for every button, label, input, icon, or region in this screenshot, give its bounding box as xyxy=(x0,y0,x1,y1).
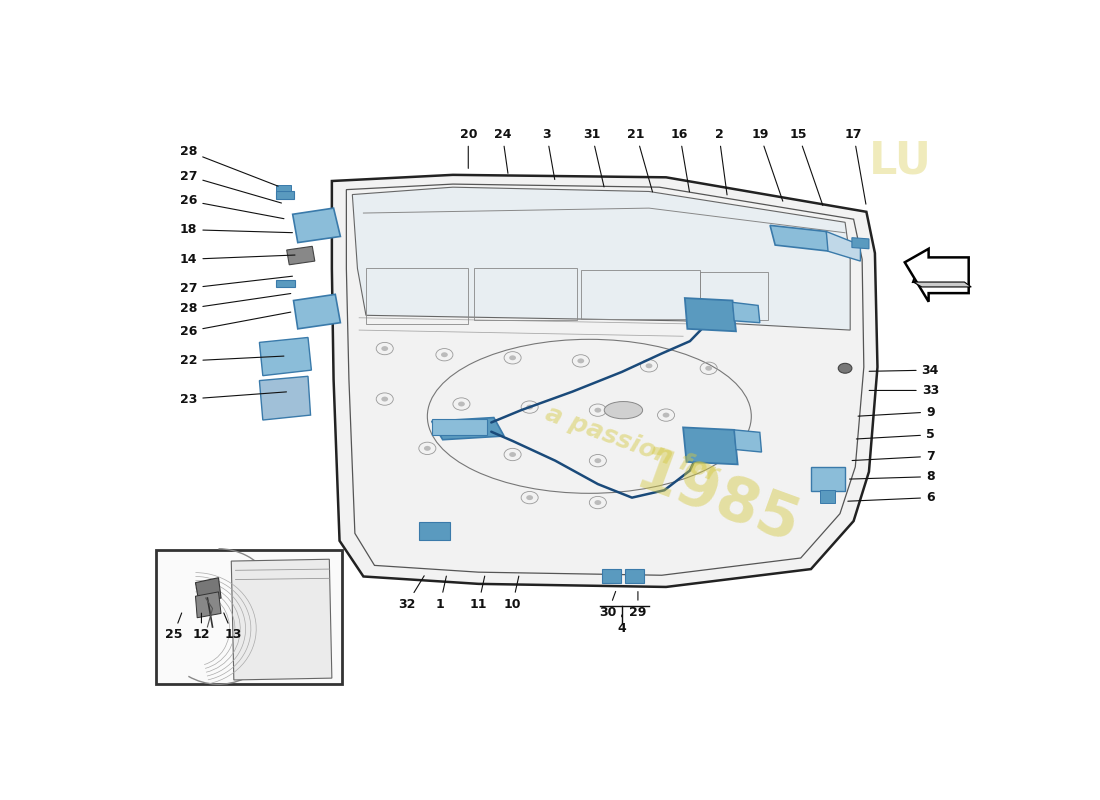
Text: 23: 23 xyxy=(180,392,286,406)
Ellipse shape xyxy=(604,402,642,418)
Text: 10: 10 xyxy=(504,576,521,610)
Polygon shape xyxy=(913,282,971,287)
Text: 28: 28 xyxy=(180,145,278,186)
Circle shape xyxy=(526,405,534,410)
Text: 16: 16 xyxy=(671,128,690,192)
Circle shape xyxy=(646,363,652,368)
Polygon shape xyxy=(231,559,332,680)
Text: 28: 28 xyxy=(180,294,290,315)
Circle shape xyxy=(594,408,602,413)
Text: 27: 27 xyxy=(180,276,293,294)
Polygon shape xyxy=(851,238,869,249)
Bar xyxy=(419,522,450,539)
Circle shape xyxy=(509,355,516,360)
Circle shape xyxy=(838,363,851,373)
Polygon shape xyxy=(735,430,761,452)
Bar xyxy=(700,271,768,320)
Text: 9: 9 xyxy=(858,406,935,418)
Text: 1985: 1985 xyxy=(627,442,807,556)
Polygon shape xyxy=(913,269,965,282)
Text: 6: 6 xyxy=(848,491,935,504)
Bar xyxy=(276,279,295,287)
Circle shape xyxy=(382,397,388,402)
Text: 19: 19 xyxy=(751,128,783,201)
Text: 25: 25 xyxy=(165,613,183,642)
Polygon shape xyxy=(352,187,850,330)
Circle shape xyxy=(578,358,584,363)
Bar xyxy=(276,186,290,191)
Circle shape xyxy=(662,413,670,418)
Polygon shape xyxy=(683,427,738,464)
Polygon shape xyxy=(294,294,340,329)
Circle shape xyxy=(526,495,534,500)
Text: 8: 8 xyxy=(849,470,935,483)
Text: a passion for: a passion for xyxy=(542,402,722,486)
Text: 22: 22 xyxy=(180,354,284,367)
Polygon shape xyxy=(196,592,221,618)
Text: 29: 29 xyxy=(629,591,647,618)
Text: 31: 31 xyxy=(583,128,604,187)
Bar xyxy=(431,419,487,435)
Text: 20: 20 xyxy=(460,128,477,168)
Text: 4: 4 xyxy=(617,615,626,635)
Text: 18: 18 xyxy=(180,223,293,236)
Text: 24: 24 xyxy=(494,128,512,174)
Polygon shape xyxy=(685,298,736,331)
Polygon shape xyxy=(287,246,315,265)
Text: 3: 3 xyxy=(542,128,554,179)
Text: 12: 12 xyxy=(192,613,210,642)
Text: 1: 1 xyxy=(436,576,447,610)
Bar xyxy=(811,467,845,491)
Text: 26: 26 xyxy=(180,312,290,338)
Polygon shape xyxy=(431,418,504,440)
Circle shape xyxy=(705,366,712,370)
Bar xyxy=(156,550,342,684)
Circle shape xyxy=(441,352,448,357)
Text: 34: 34 xyxy=(869,364,939,377)
Circle shape xyxy=(458,402,465,406)
Polygon shape xyxy=(733,302,760,322)
Text: 33: 33 xyxy=(869,384,939,397)
Text: 11: 11 xyxy=(470,576,487,610)
Polygon shape xyxy=(260,338,311,376)
Text: 27: 27 xyxy=(180,170,282,203)
Text: 26: 26 xyxy=(180,194,284,218)
Bar xyxy=(276,191,295,199)
Polygon shape xyxy=(332,175,878,587)
Bar xyxy=(820,490,835,502)
Polygon shape xyxy=(196,578,221,602)
Text: 32: 32 xyxy=(398,576,425,610)
Text: 14: 14 xyxy=(180,253,295,266)
Text: 5: 5 xyxy=(857,428,935,442)
Polygon shape xyxy=(260,376,310,420)
Bar xyxy=(602,569,620,582)
Text: 21: 21 xyxy=(627,128,652,192)
Circle shape xyxy=(594,500,602,505)
Polygon shape xyxy=(826,231,860,261)
Text: 17: 17 xyxy=(845,128,866,204)
Bar xyxy=(366,269,469,324)
Text: 15: 15 xyxy=(790,128,823,206)
Polygon shape xyxy=(904,249,969,302)
Text: 2: 2 xyxy=(715,128,727,195)
Circle shape xyxy=(594,458,602,463)
Text: LU: LU xyxy=(869,139,932,182)
Bar xyxy=(474,268,576,320)
Text: 13: 13 xyxy=(223,613,242,642)
Polygon shape xyxy=(293,208,340,242)
Text: 30: 30 xyxy=(600,591,617,618)
Bar xyxy=(581,270,700,319)
Circle shape xyxy=(424,446,431,451)
Polygon shape xyxy=(770,226,829,251)
Bar xyxy=(625,569,644,582)
Circle shape xyxy=(382,346,388,351)
Text: 7: 7 xyxy=(852,450,935,463)
Circle shape xyxy=(509,452,516,457)
